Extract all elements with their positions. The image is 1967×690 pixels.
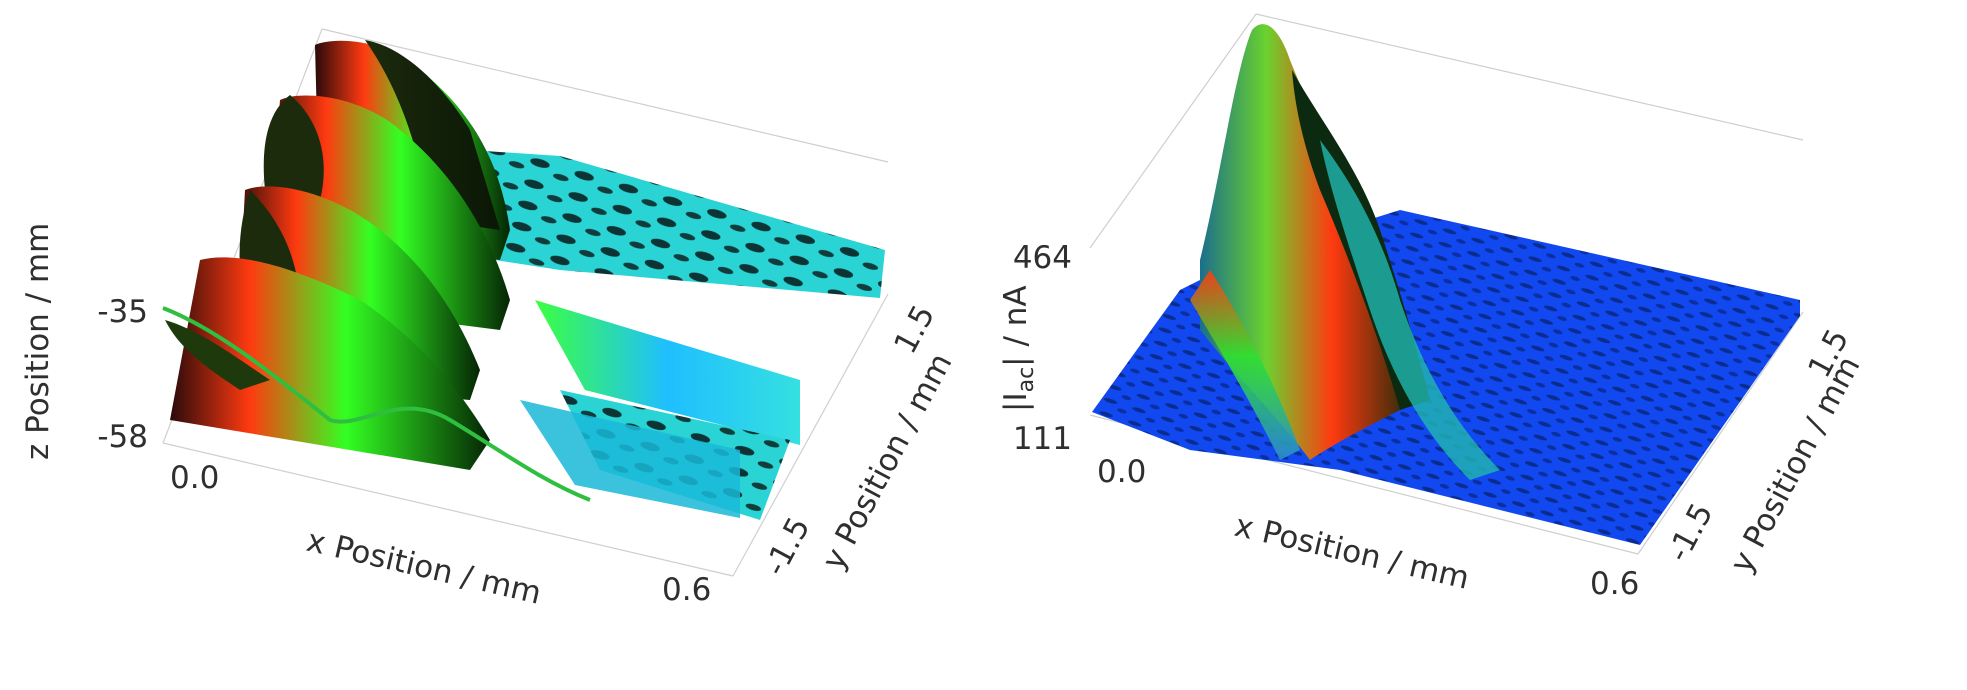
right-plot-svg: 464 111 0.0 0.6 -1.5 1.5 x Position / mm… <box>998 13 1867 602</box>
left-y-tick-high: 1.5 <box>887 299 942 359</box>
right-x-axis-label: x Position / mm <box>1231 508 1472 597</box>
right-z-axis-label-sub: ac <box>1014 367 1039 393</box>
left-x-tick-end: 0.6 <box>662 572 711 608</box>
left-ridge-1-shadow <box>365 40 500 230</box>
left-3d-surface-plot: -35 -58 0.0 0.6 -1.5 1.5 x Position / mm… <box>0 0 980 690</box>
left-front-slope <box>520 400 740 518</box>
right-x-tick-start: 0.0 <box>1097 454 1146 490</box>
right-z-axis-label-tail: | / nA <box>998 285 1034 366</box>
left-z-axis-label: z Position / mm <box>20 223 56 460</box>
left-y-tick-low: -1.5 <box>757 511 817 581</box>
right-z-axis-label-main: |I <box>998 392 1034 412</box>
left-z-tick-bottom: -58 <box>97 419 148 455</box>
left-x-tick-start: 0.0 <box>170 460 219 496</box>
left-ridge-4-shadow <box>165 320 270 390</box>
left-flat-surface-mid <box>535 300 800 445</box>
right-z-tick-bottom: 111 <box>1013 421 1072 457</box>
left-x-axis-label: x Position / mm <box>303 523 544 612</box>
left-plot-svg: -35 -58 0.0 0.6 -1.5 1.5 x Position / mm… <box>20 28 959 612</box>
left-ridges <box>162 40 591 502</box>
right-x-tick-end: 0.6 <box>1590 566 1639 602</box>
left-y-axis-label: y Position / mm <box>815 347 959 575</box>
right-peak-teal-band <box>1320 140 1500 480</box>
left-ridge-4 <box>170 257 490 470</box>
right-flat-surface <box>1092 210 1800 545</box>
left-ridge-front-edge <box>162 306 591 502</box>
left-z-tick-top: -35 <box>97 294 148 330</box>
right-3d-surface-plot: 464 111 0.0 0.6 -1.5 1.5 x Position / mm… <box>980 0 1967 690</box>
left-ridge-2-shadow <box>263 95 324 200</box>
right-z-axis-label: |Iac| / nA <box>998 285 1039 412</box>
right-peak-front-face <box>1190 270 1300 460</box>
right-z-tick-top: 464 <box>1013 240 1072 276</box>
left-flat-surface-back <box>470 150 885 298</box>
